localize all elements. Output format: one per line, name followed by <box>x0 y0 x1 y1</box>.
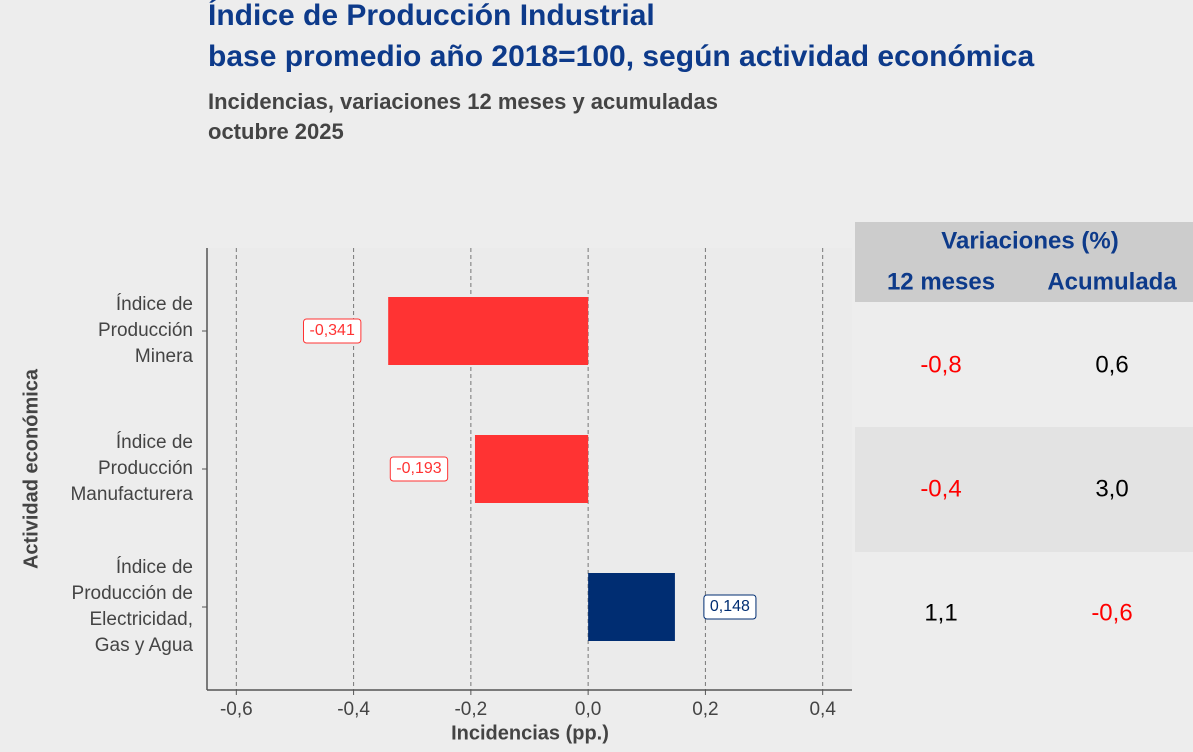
x-tick-label: -0,2 <box>454 699 487 720</box>
x-tick-label: 0,4 <box>809 699 836 720</box>
table-column-header: Acumulada <box>1047 268 1177 295</box>
data-label: 0,148 <box>710 598 750 615</box>
table-column-header: 12 meses <box>887 268 995 295</box>
x-tick-label: -0,4 <box>337 699 370 720</box>
data-label-box <box>302 318 362 344</box>
table-title: Variaciones (%) <box>941 227 1118 254</box>
x-tick-label: 0,2 <box>692 699 718 720</box>
chart-subtitle: Incidencias, variaciones 12 meses y acum… <box>208 89 718 114</box>
data-label: -0,193 <box>396 460 441 477</box>
chart-title: Índice de Producción Industrial <box>208 0 655 32</box>
chart-subtitle: octubre 2025 <box>208 119 344 144</box>
y-tick-label: Índice de Producción Manufacturera <box>70 432 193 505</box>
table-cell: 1,1 <box>924 599 957 626</box>
table-row-band <box>855 427 1193 552</box>
table-cell: -0,8 <box>920 351 961 378</box>
x-axis-title: Incidencias (pp.) <box>451 722 609 744</box>
bar <box>474 435 589 503</box>
bar <box>588 573 675 641</box>
x-tick-label: 0,0 <box>575 699 601 720</box>
table-cell: -0,4 <box>920 475 961 502</box>
y-axis-title: Actividad económica <box>20 368 42 569</box>
x-tick-label: -0,6 <box>220 699 253 720</box>
table-header <box>855 222 1193 302</box>
bar <box>388 297 589 365</box>
y-tick-label: Índice de Producción Minera <box>98 294 193 367</box>
data-label-box <box>703 594 757 620</box>
table-cell: 3,0 <box>1095 475 1128 502</box>
y-tick-label: Índice de Producción de Electricidad, Gas y… <box>72 557 194 656</box>
data-label-box <box>389 456 449 482</box>
data-label: -0,341 <box>309 322 354 339</box>
table-cell: -0,6 <box>1091 599 1132 626</box>
table-cell: 0,6 <box>1095 351 1128 378</box>
chart-title: base promedio año 2018=100, según activi… <box>208 40 1034 73</box>
